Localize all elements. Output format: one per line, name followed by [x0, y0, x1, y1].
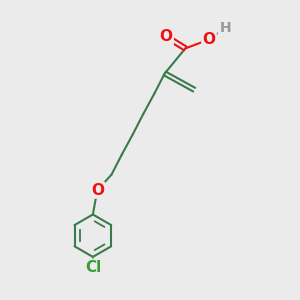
Text: O: O: [202, 32, 215, 47]
Text: O: O: [91, 182, 104, 197]
Text: Cl: Cl: [85, 260, 101, 275]
Text: O: O: [160, 29, 173, 44]
Text: H: H: [219, 21, 231, 35]
